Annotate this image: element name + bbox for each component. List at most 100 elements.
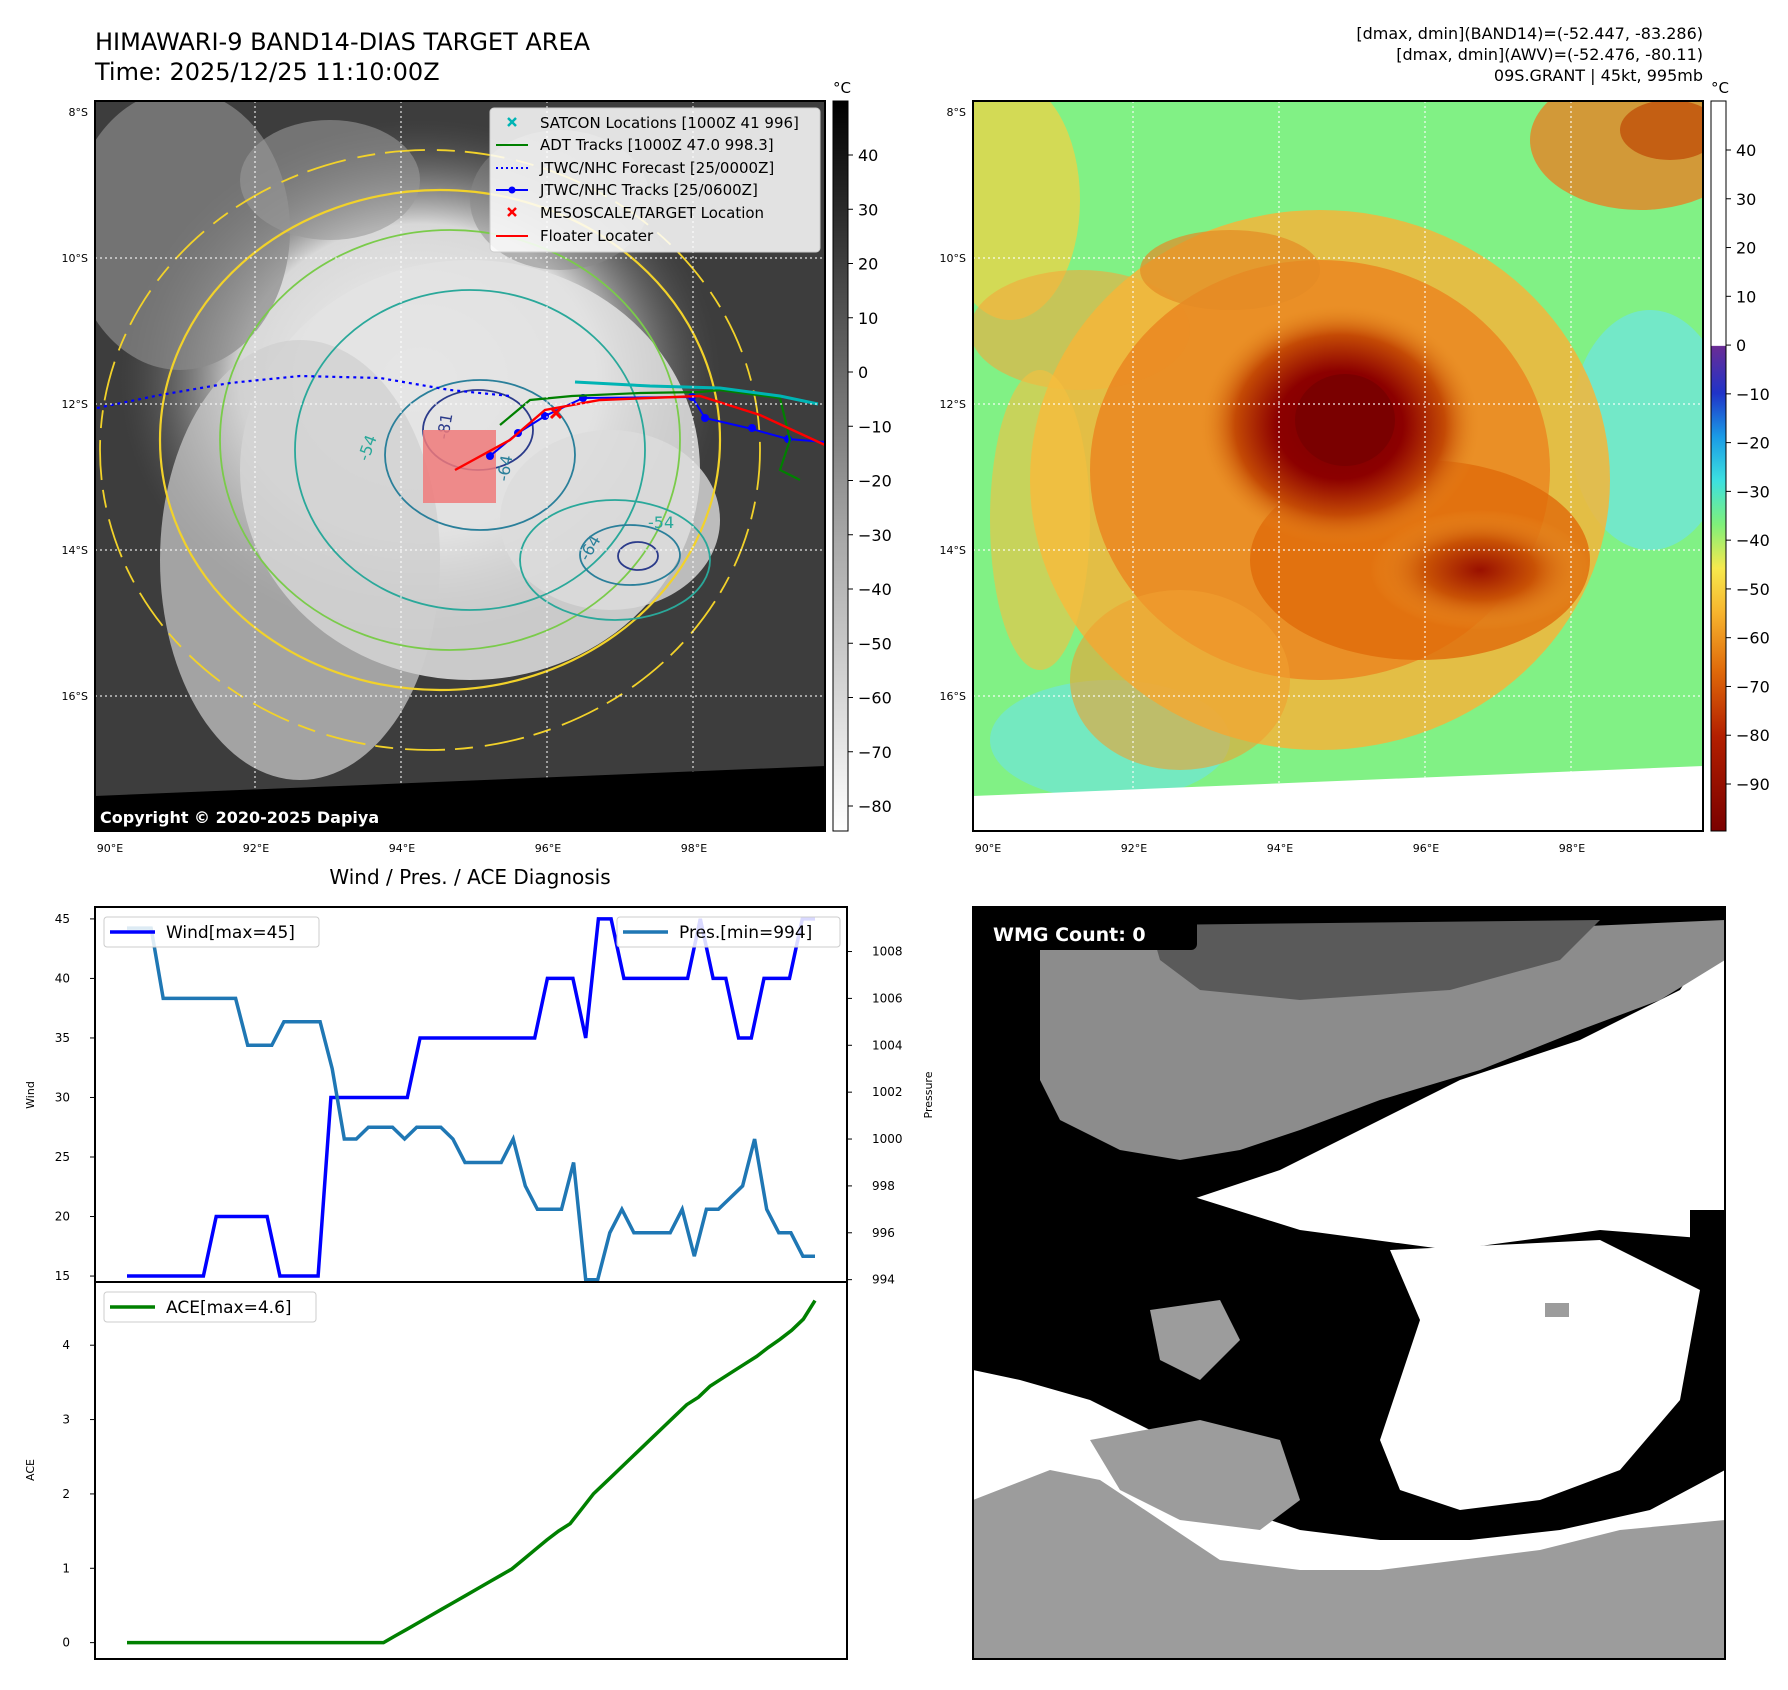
y-tick-label: 4 [62,1338,70,1352]
y2-tick-label: 1002 [872,1085,903,1099]
lat-label: 14°S [940,544,966,557]
gray-colorbar-unit: °C [833,79,851,97]
map2-lat-labels: 8°S 10°S 12°S 14°S 16°S [940,106,966,703]
map2-lon-labels: 90°E 92°E 94°E 96°E 98°E [975,842,1585,855]
lon-label: 90°E [97,842,123,855]
colorbar-tick-label: 20 [1736,239,1756,258]
legend-satcon: SATCON Locations [1000Z 41 996] [540,114,799,132]
figure-title: HIMAWARI-9 BAND14-DIAS TARGET AREA [95,28,591,56]
y-tick-label: 20 [55,1210,70,1224]
floater-track [454,394,825,472]
lat-label: 16°S [62,690,88,703]
pressure-axis-label: Pressure [922,1071,935,1118]
wind-pressure-chart: Wind Pressure 15 20 25 30 35 40 45 994 996 998 10… [24,906,935,1287]
ace-chart: ACE 0 1 2 3 4 ACE[max=4.6] [24,1281,848,1660]
y-tick-label: 15 [55,1269,70,1283]
legend-forecast: JTWC/NHC Forecast [25/0000Z] [539,159,774,177]
y2-tick-label: 1004 [872,1038,903,1052]
colorbar-tick-label: −70 [1736,677,1770,696]
colorbar-tick-label: −80 [1736,726,1770,745]
y-tick-label: 30 [55,1090,70,1104]
colorbar-tick-label: −50 [858,634,892,653]
y-tick-label: 40 [55,971,70,985]
wind-axis-label: Wind [24,1081,37,1109]
colorbar-tick-label: 40 [1736,141,1756,160]
colorbar-tick-label: −20 [858,472,892,491]
colorbar-tick-label: 10 [858,309,878,328]
lon-label: 98°E [1559,842,1585,855]
legend-floater: Floater Locater [540,227,654,245]
stats-band14: [dmax, dmin](BAND14)=(-52.447, -83.286) [1356,24,1703,43]
mesoscale-target-marker [549,406,563,420]
lat-label: 8°S [947,106,966,119]
lon-label: 96°E [1413,842,1439,855]
legend-adt: ADT Tracks [1000Z 47.0 998.3] [540,136,774,154]
wmg-panel [973,907,1725,1659]
colorbar-tick-label: 20 [858,255,878,274]
wind-legend: Wind[max=45] [103,916,320,948]
wind-legend-label: Wind[max=45] [166,923,295,943]
y-tick-label: 2 [62,1487,70,1501]
legend-target: MESOSCALE/TARGET Location [540,204,764,222]
pressure-series-line [127,926,815,1282]
wind-yticks: 15 20 25 30 35 40 45 [55,912,95,1283]
colorbar-tick-label: −50 [1736,580,1770,599]
gray-colorbar-ticks: 40 30 20 10 0 −10 −20 −30 −40 −50 −60 −70 −80 [848,146,892,816]
ace-axis-label: ACE [24,1459,37,1481]
lat-label: 8°S [69,106,88,119]
y-tick-label: 1 [62,1561,70,1575]
color-colorbar-ticks: 40 30 20 10 0 −10 −20 −30 −40 −50 −60 −70 −80 −90 [1726,141,1770,794]
lat-label: 10°S [940,252,966,265]
lat-label: 10°S [62,252,88,265]
colorbar-tick-label: −90 [1736,775,1770,794]
contour-label: -54 [648,513,674,532]
y-tick-label: 35 [55,1031,70,1045]
colorbar-tick-label: −60 [1736,629,1770,648]
map1-lat-labels: 8°S 10°S 12°S 14°S 16°S [62,106,88,703]
colorbar-tick-label: −60 [858,689,892,708]
ace-yticks: 0 1 2 3 4 [62,1338,95,1650]
lon-label: 98°E [681,842,707,855]
y2-tick-label: 1006 [872,991,903,1005]
satcon-track [574,380,819,406]
colorbar-tick-label: 30 [858,200,878,219]
wmg-count-badge [983,918,1197,950]
contour-label: -64 [493,454,516,483]
ace-legend-label: ACE[max=4.6] [166,1298,292,1318]
awv-map-panel [973,101,1703,831]
colorbar-tick-label: −70 [858,743,892,762]
storm-info: 09S.GRANT | 45kt, 995mb [1494,66,1703,85]
colorbar-tick-label: 0 [1736,336,1746,355]
map2-gridlines [973,101,1703,831]
adt-track [499,388,801,481]
stats-awv: [dmax, dmin](AWV)=(-52.476, -80.11) [1396,45,1703,64]
legend-jtwc: JTWC/NHC Tracks [25/0600Z] [539,181,758,199]
wmg-count-label: WMG Count: 0 [993,924,1146,946]
colorbar-tick-label: −40 [858,580,892,599]
lon-label: 96°E [535,842,561,855]
colorbar-tick-label: 30 [1736,190,1756,209]
y2-tick-label: 1008 [872,945,903,959]
colorbar-tick-label: 10 [1736,287,1756,306]
colorbar-tick-label: −80 [858,797,892,816]
colorbar-tick-label: −20 [1736,434,1770,453]
lon-label: 94°E [1267,842,1293,855]
lon-label: 92°E [1121,842,1147,855]
diagnosis-title: Wind / Pres. / ACE Diagnosis [329,865,610,889]
color-colorbar: °C 40 30 20 10 0 −10 −20 −30 −40 −50 −60 −70 −80 −90 [1710,79,1770,832]
map1-lon-labels: 90°E 92°E 94°E 96°E 98°E [97,842,707,855]
colorbar-tick-label: −30 [1736,482,1770,501]
y2-tick-label: 1000 [872,1132,903,1146]
lon-label: 94°E [389,842,415,855]
y-tick-label: 0 [62,1636,70,1650]
lon-label: 92°E [243,842,269,855]
lat-label: 16°S [940,690,966,703]
colorbar-tick-label: 40 [858,146,878,165]
lat-label: 12°S [62,398,88,411]
legend-target-symbol [507,207,517,217]
jtwc-forecast-track [96,374,511,410]
ace-series-line [127,1299,817,1645]
map-legend: SATCON Locations [1000Z 41 996] ADT Trac… [489,107,821,253]
pressure-yticks: 994 996 998 1000 1002 1004 1006 1008 [847,945,903,1287]
